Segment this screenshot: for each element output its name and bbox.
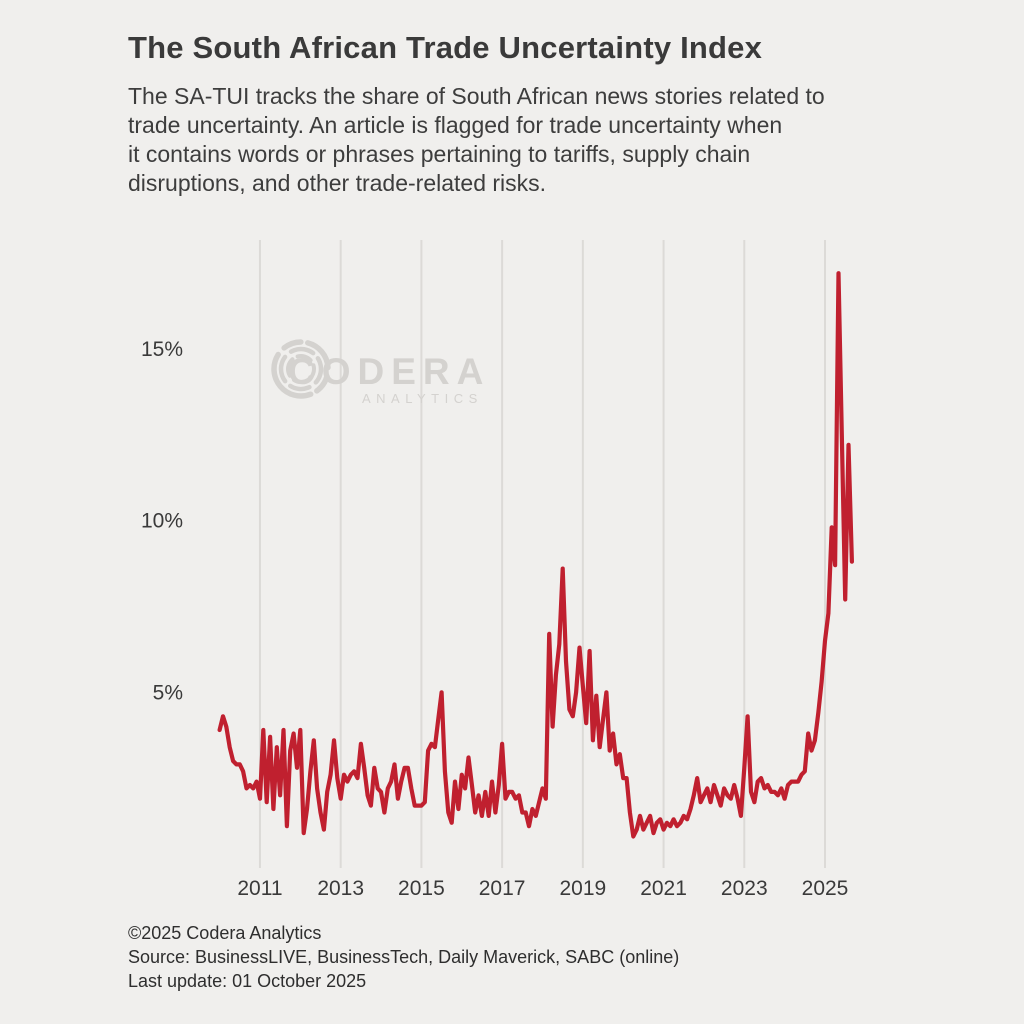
footer-source: Source: BusinessLIVE, BusinessTech, Dail… [128, 947, 680, 967]
x-tick-2021: 2021 [640, 877, 687, 900]
chart-subtitle: The SA-TUI tracks the share of South Afr… [128, 82, 825, 198]
x-axis-labels: 2011 2013 2015 2017 2019 2021 2023 2025 [237, 877, 848, 900]
x-tick-2019: 2019 [559, 877, 606, 900]
y-tick-5: 5% [153, 681, 183, 704]
subtitle-line-1: The SA-TUI tracks the share of South Afr… [128, 83, 825, 109]
x-tick-2015: 2015 [398, 877, 445, 900]
subtitle-line-2: trade uncertainty. An article is flagged… [128, 112, 783, 138]
footer-last-update: Last update: 01 October 2025 [128, 971, 367, 991]
footer-copyright: ©2025 Codera Analytics [128, 923, 322, 943]
subtitle-line-3: it contains words or phrases pertaining … [128, 141, 751, 167]
x-tick-2013: 2013 [317, 877, 364, 900]
sa-tui-line-series [217, 271, 855, 839]
watermark-sub-text: ANALYTICS [362, 391, 483, 406]
page-title: The South African Trade Uncertainty Inde… [128, 30, 763, 65]
y-tick-15: 15% [141, 338, 183, 361]
codera-logo-icon [271, 339, 331, 399]
x-tick-2017: 2017 [479, 877, 526, 900]
codera-watermark: CODERA ANALYTICS [271, 339, 490, 406]
y-axis-labels: 5% 10% 15% [141, 338, 183, 705]
y-tick-10: 10% [141, 510, 183, 533]
x-tick-2011: 2011 [237, 877, 282, 900]
subtitle-line-4: disruptions, and other trade-related ris… [128, 170, 547, 196]
x-tick-2025: 2025 [802, 877, 849, 900]
x-tick-2023: 2023 [721, 877, 768, 900]
chart-footer: ©2025 Codera Analytics Source: BusinessL… [128, 921, 679, 993]
watermark-brand-text: CODERA [288, 351, 490, 392]
